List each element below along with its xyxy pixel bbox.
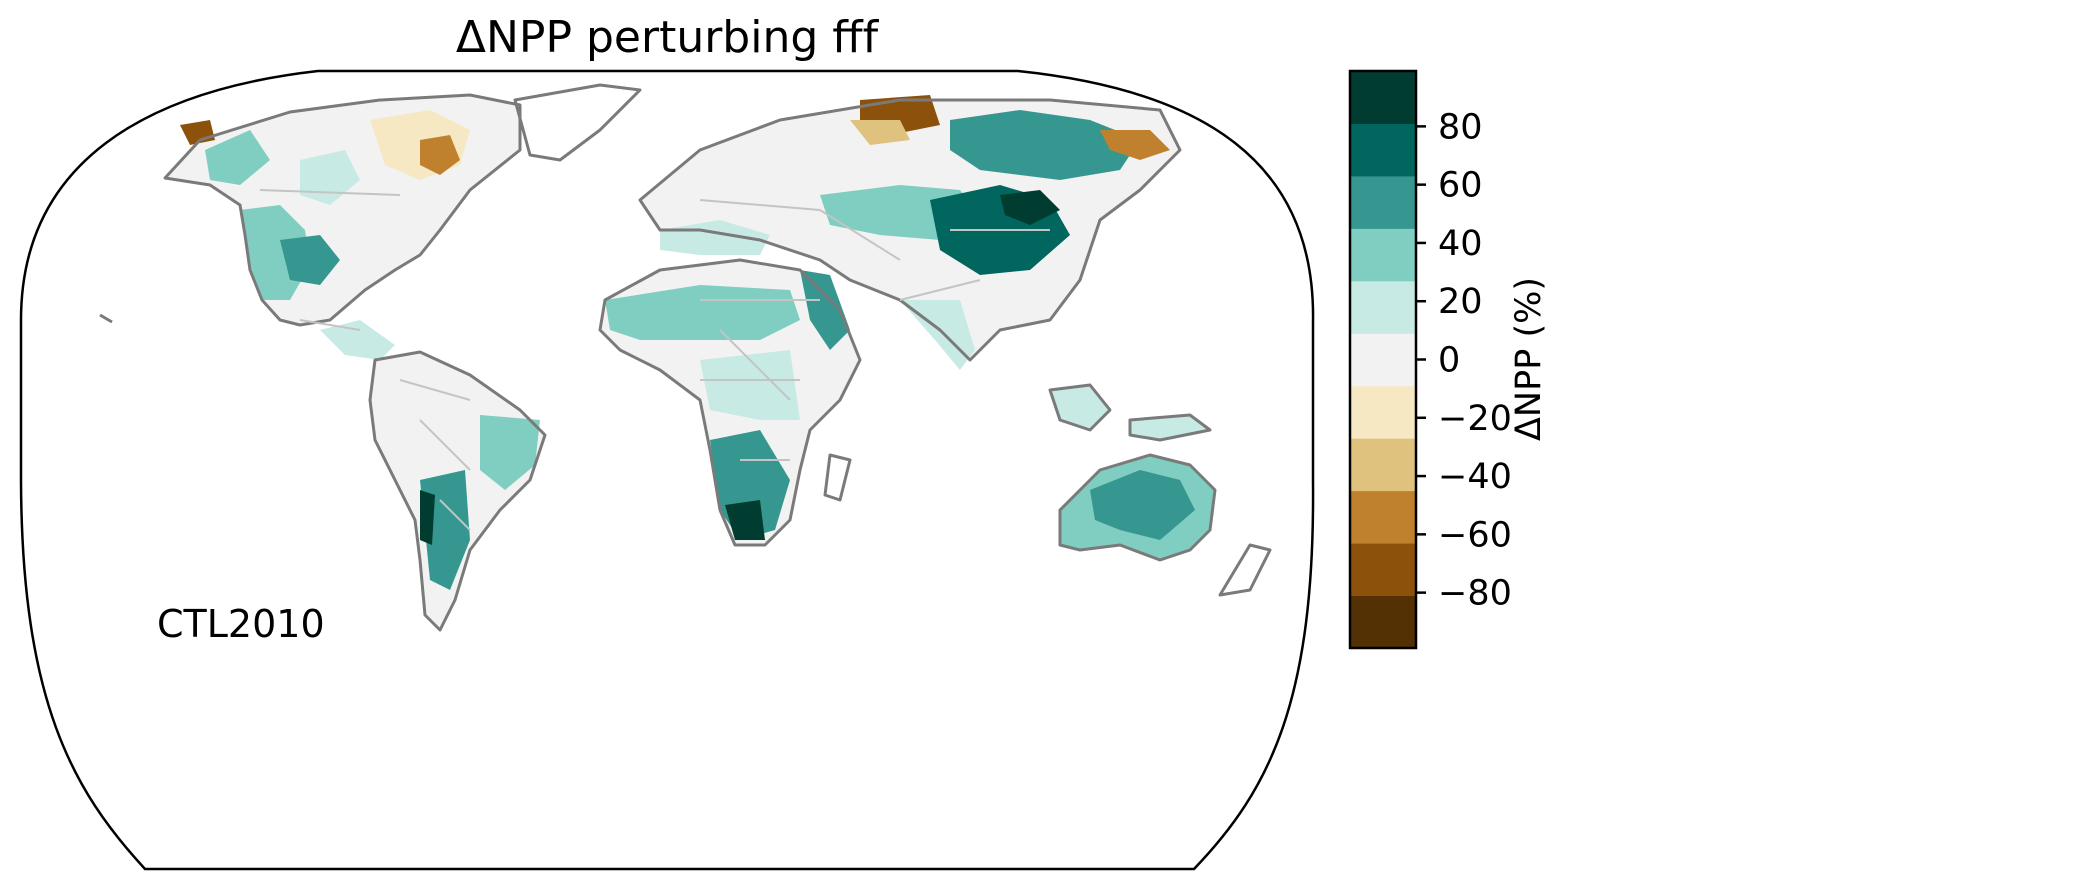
colorbar-tick-label: 40: [1438, 224, 1483, 264]
colorbar-bin: [1350, 175, 1416, 229]
colorbar-tick-label: −20: [1438, 399, 1512, 439]
map-frame: [19, 69, 1315, 871]
colorbar-bin: [1350, 595, 1416, 649]
colorbar-bin: [1350, 333, 1416, 387]
colorbar-tick-label: 0: [1438, 341, 1460, 381]
colorbar-bin: [1350, 123, 1416, 177]
land-africa: [600, 260, 860, 545]
annotation-label: CTL2010: [157, 602, 325, 646]
colorbar-ticks: 80 60 40 20 0 −20 −40 −60 −80: [1416, 107, 1512, 614]
land-north-america: [165, 95, 520, 360]
colorbar-tick-label: 80: [1438, 107, 1483, 147]
colorbar-bin: [1350, 490, 1416, 544]
colorbar-label: ΔNPP (%): [1509, 277, 1549, 441]
colorbar-tick-label: 20: [1438, 282, 1483, 322]
country-borders: [259, 189, 1050, 531]
colorbar-tick-label: 60: [1438, 166, 1483, 206]
colorbar-bin: [1350, 280, 1416, 334]
colorbar-tick-label: −60: [1438, 515, 1512, 555]
coastlines: [99, 83, 1272, 632]
land-south-america: [370, 352, 545, 630]
colorbar: [1350, 71, 1416, 649]
land-se-asia: [1050, 385, 1210, 440]
colorbar-bin: [1350, 228, 1416, 282]
colorbar-bin: [1350, 543, 1416, 597]
map-panel: [19, 69, 1315, 871]
colorbar-bin: [1350, 71, 1416, 124]
colorbar-bin: [1350, 385, 1416, 439]
colorbar-tick-label: −40: [1438, 457, 1512, 497]
map-title: ΔNPP perturbing fff: [456, 12, 880, 63]
colorbar-tick-label: −80: [1438, 574, 1512, 614]
land-greenland: [515, 85, 640, 160]
land-australia: [1060, 455, 1215, 560]
colorbar-bin: [1350, 438, 1416, 492]
